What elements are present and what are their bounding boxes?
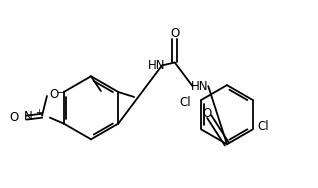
Text: Cl: Cl [258,120,269,133]
Text: O: O [10,111,19,124]
Text: O: O [170,27,179,40]
Text: O: O [49,89,58,102]
Text: N: N [24,110,33,123]
Text: +: + [35,108,42,117]
Text: −: − [57,88,65,98]
Text: Cl: Cl [180,96,191,109]
Text: O: O [203,107,212,120]
Text: HN: HN [190,80,208,93]
Text: HN: HN [148,59,166,72]
